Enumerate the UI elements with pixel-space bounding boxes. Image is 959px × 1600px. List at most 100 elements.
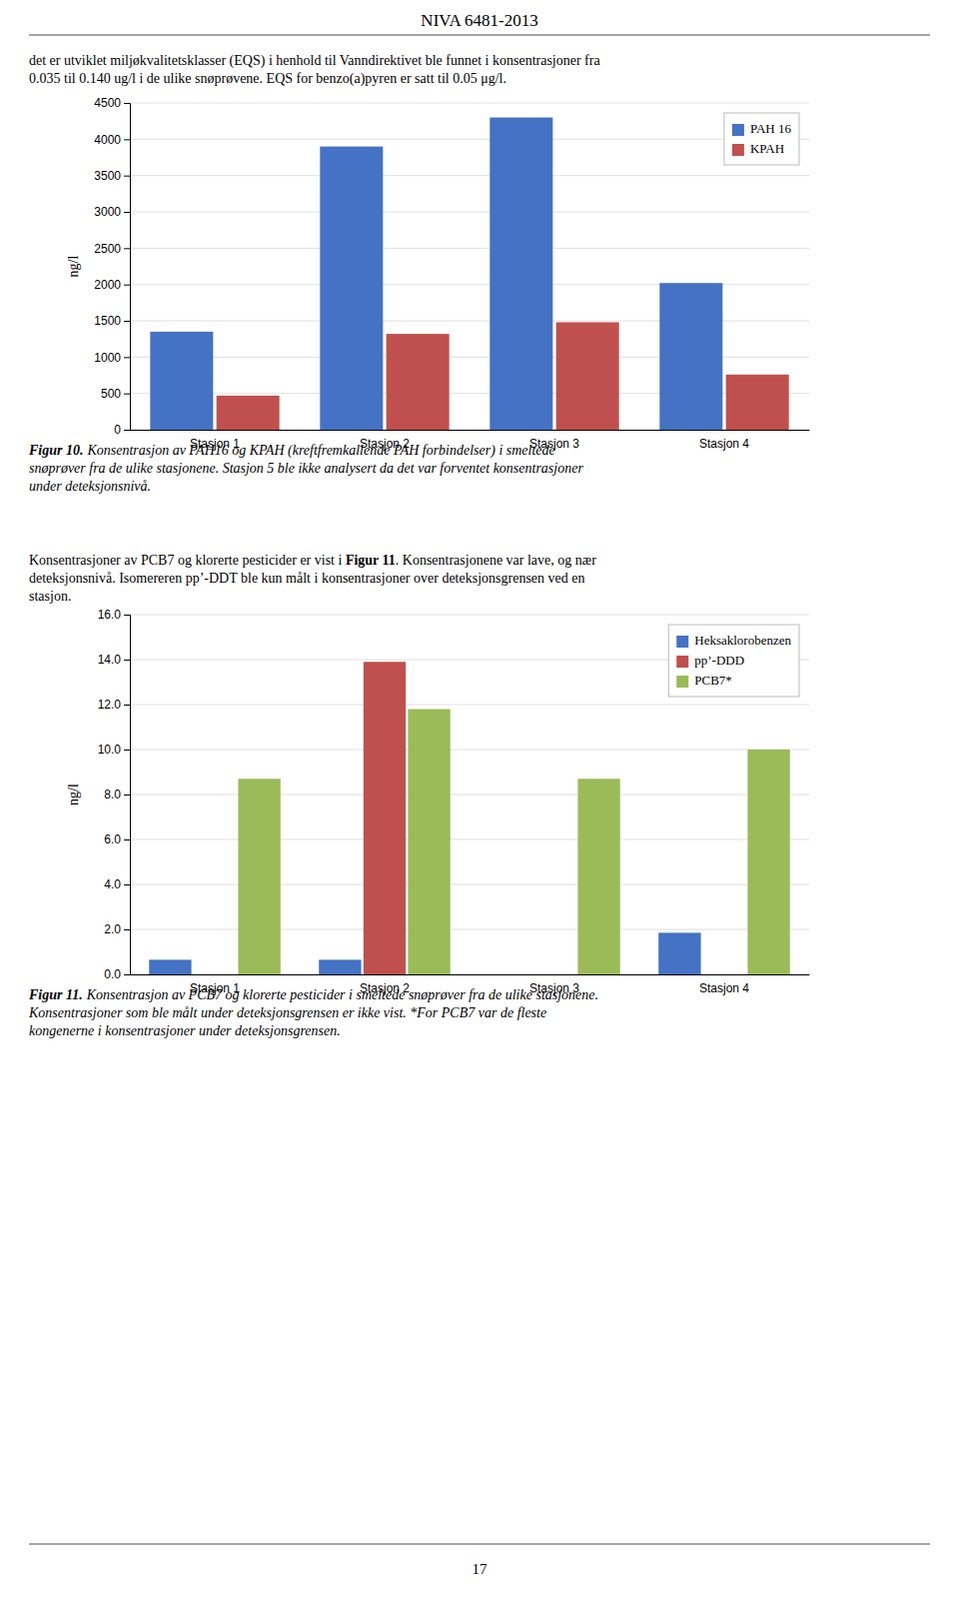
page-title: NIVA 6481-2013 <box>420 10 538 30</box>
caption-label: Figur 10. <box>27 442 83 458</box>
y-axis-line <box>123 103 131 431</box>
y-tick-mark <box>123 614 130 616</box>
grid-line <box>129 174 810 176</box>
x-tick-label: Stasjon 4 <box>699 436 750 451</box>
y-tick-mark <box>123 320 130 322</box>
grid-line <box>129 211 810 213</box>
bar <box>703 973 746 975</box>
y-tick: 14.0 <box>97 652 130 667</box>
grid-line <box>129 794 810 796</box>
legend-swatch <box>676 655 689 668</box>
legend-item: pp’-DDD <box>676 652 745 668</box>
rule <box>28 1543 931 1545</box>
x-axis-line <box>130 429 811 431</box>
chart: 0.02.04.06.08.010.012.014.016.0Stasjon 1… <box>65 607 811 994</box>
bar <box>149 331 213 430</box>
y-tick-label: 3500 <box>93 168 121 183</box>
y-tick-mark <box>123 247 130 249</box>
legend-swatch <box>732 123 745 136</box>
bar <box>577 778 620 974</box>
y-tick: 4500 <box>93 95 130 110</box>
bar <box>193 973 236 975</box>
legend-swatch <box>676 675 689 688</box>
y-tick: 0 <box>113 422 130 437</box>
y-tick-label: 2500 <box>93 241 121 256</box>
y-tick-mark <box>123 884 130 886</box>
bar-series <box>149 117 723 430</box>
paragraph-line: Konsentrasjoner av PCB7 og klorerte pest… <box>28 552 597 568</box>
y-tick-label: 0.0 <box>103 966 121 981</box>
y-tick-mark <box>123 704 130 706</box>
y-tick-mark <box>123 284 130 286</box>
bar <box>726 374 790 430</box>
y-tick-label: 4500 <box>93 95 121 110</box>
y-axis-line <box>123 615 131 975</box>
y-tick: 1000 <box>93 350 130 365</box>
bars <box>149 117 789 430</box>
y-tick: 2000 <box>93 277 130 292</box>
y-axis-title: ng/l <box>65 255 81 278</box>
y-tick: 8.0 <box>103 787 130 802</box>
grid-line <box>129 749 810 751</box>
caption-line: Konsentrasjoner som ble målt under detek… <box>27 1004 547 1020</box>
paragraph-run: det er utviklet miljøkvalitetsklasser (E… <box>28 52 601 69</box>
paragraph-run: Konsentrasjoner av PCB7 og klorerte pest… <box>28 552 346 568</box>
legend-item: PAH 16 <box>732 120 793 136</box>
legend-label: pp’-DDD <box>694 652 745 668</box>
legend-label: PAH 16 <box>750 120 793 136</box>
grid <box>129 102 810 430</box>
y-tick: 12.0 <box>97 697 130 712</box>
bar <box>318 959 361 974</box>
legend-swatch <box>732 143 745 156</box>
y-tick-mark <box>123 393 130 395</box>
y-tick-mark <box>123 175 130 177</box>
grid-line <box>129 102 810 104</box>
y-tick-label: 4000 <box>93 132 121 147</box>
y-tick: 3500 <box>93 168 130 183</box>
y-tick: 2.0 <box>103 922 130 937</box>
bar <box>407 709 450 975</box>
y-tick-mark <box>123 138 130 140</box>
y-tick-label: 1000 <box>93 350 121 365</box>
caption-text: under deteksjonsnivå. <box>28 478 151 494</box>
bar <box>556 321 620 430</box>
y-tick-label: 12.0 <box>97 697 122 712</box>
y-tick-mark <box>123 659 130 661</box>
legend-label: PCB7* <box>694 672 733 688</box>
y-axis-title: ng/l <box>65 783 81 806</box>
caption-text: Konsentrasjoner som ble målt under detek… <box>27 1004 547 1020</box>
paragraph-run: deteksjonsnivå. Isomereren pp’-DDT ble k… <box>28 570 585 586</box>
page: NIVA 6481-2013 det er utviklet miljøkvali… <box>0 0 959 1600</box>
caption-line: kongenerne i konsentrasjoner under detek… <box>28 1022 341 1038</box>
y-tick: 2500 <box>93 241 130 256</box>
grid-line <box>129 704 810 706</box>
bar <box>386 333 450 430</box>
caption-line: Figur 10.Konsentrasjon av PAH16 og KPAH … <box>27 442 556 459</box>
y-tick: 1500 <box>93 313 130 328</box>
caption-text: Konsentrasjon av PCB7 og klorerte pestic… <box>85 986 599 1002</box>
y-tick-mark <box>123 794 130 796</box>
legend: Heksaklorobenzenpp’-DDDPCB7* <box>668 624 800 697</box>
y-tick-mark <box>123 839 130 841</box>
y-tick-label: 500 <box>100 386 121 401</box>
bar <box>148 959 191 974</box>
paragraph-bold: Figur 11 <box>345 552 396 568</box>
legend-box <box>724 112 800 165</box>
grid-line <box>129 884 810 886</box>
bar <box>533 973 576 975</box>
paragraph-line: stasjon. <box>28 588 71 604</box>
x-tick: Stasjon 4 <box>699 436 750 451</box>
y-tick: 3000 <box>93 204 130 219</box>
y-tick-mark <box>123 749 130 751</box>
caption-label: Figur 11. <box>27 986 83 1002</box>
y-tick-mark <box>123 973 130 975</box>
y-axis: 0.02.04.06.08.010.012.014.016.0 <box>97 607 131 981</box>
bar-series <box>216 321 790 430</box>
x-axis-line <box>130 973 811 975</box>
bar-series <box>237 709 790 975</box>
y-tick-label: 8.0 <box>103 787 121 802</box>
y-tick-label: 0 <box>113 422 121 437</box>
paragraph-run: 0.035 til 0.140 ug/l i de ulike snøprøve… <box>28 70 507 87</box>
y-tick-mark <box>123 429 130 431</box>
y-tick-mark <box>123 211 130 213</box>
